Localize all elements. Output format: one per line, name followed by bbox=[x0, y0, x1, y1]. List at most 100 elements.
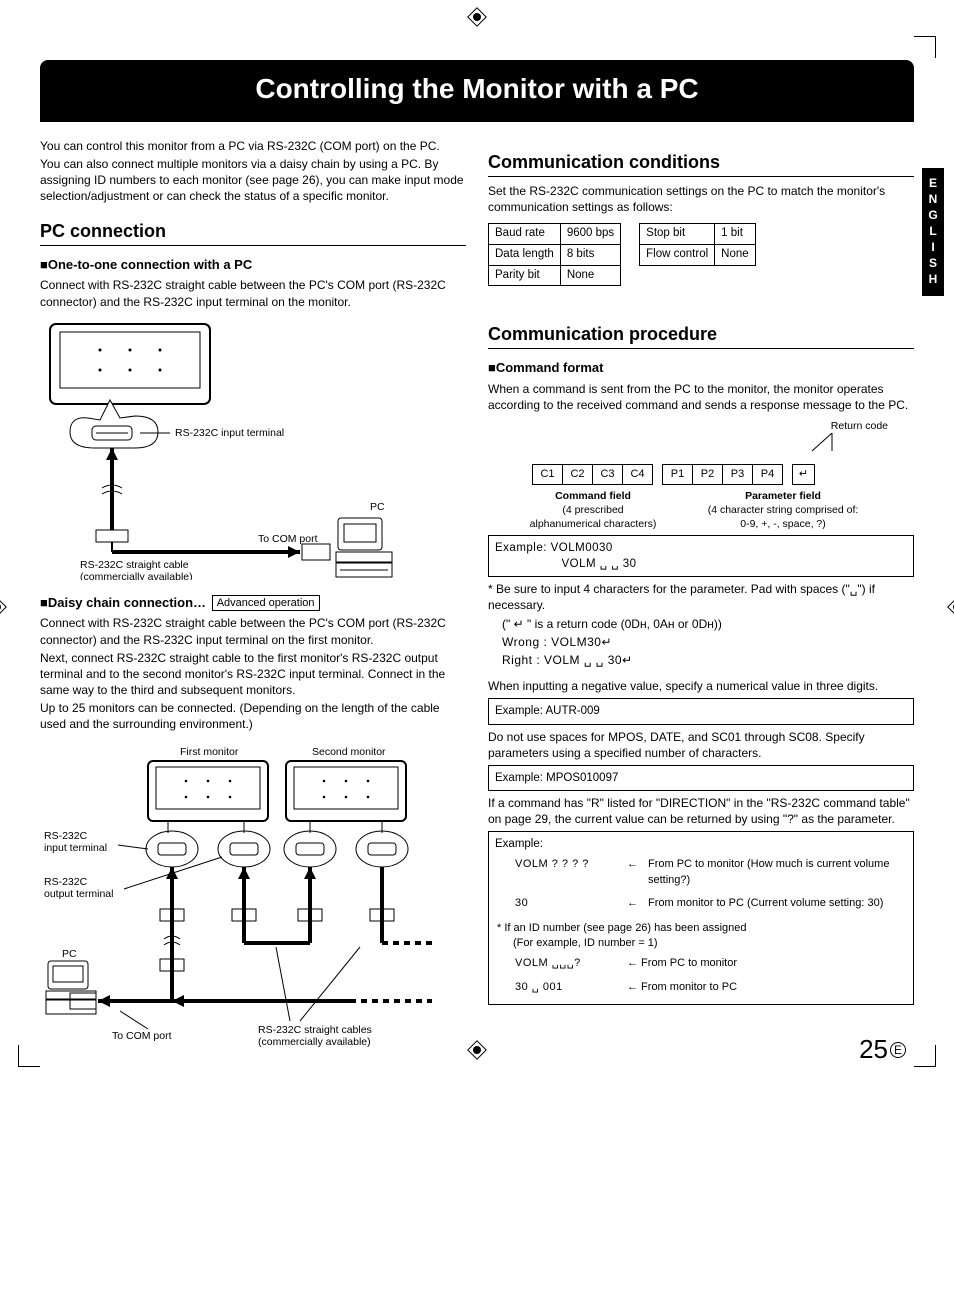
one-to-one-heading: ■One-to-one connection with a PC bbox=[40, 256, 466, 274]
returncode-note: (" ↵ " is a return code (0Dʜ, 0Aʜ or 0Dʜ… bbox=[488, 616, 914, 632]
table-cell: None bbox=[715, 244, 756, 265]
resp-cmd: VOLM ␣␣␣? bbox=[511, 953, 621, 974]
command-field-label: Command field (4 prescribed alphanumeric… bbox=[508, 489, 678, 532]
example-volm0030: Example: VOLM0030 VOLM ␣ ␣ 30 bbox=[488, 535, 914, 577]
daisy-heading-text: ■Daisy chain connection… bbox=[40, 595, 206, 610]
id-note: * If an ID number (see page 26) has been… bbox=[495, 921, 907, 936]
page-number-value: 25 bbox=[859, 1034, 888, 1064]
example-query: Example: VOLM ? ? ? ? ← From PC to monit… bbox=[488, 831, 914, 1005]
resp-cmd: VOLM ? ? ? ? bbox=[511, 854, 621, 891]
param-cell: P1 bbox=[663, 464, 693, 484]
comm-table-right: Stop bit1 bit Flow controlNone bbox=[639, 223, 756, 265]
svg-text:To COM port: To COM port bbox=[258, 533, 318, 545]
content-columns: You can control this monitor from a PC v… bbox=[40, 136, 914, 1077]
return-code-label: Return code bbox=[488, 419, 914, 433]
id-note-2: (For example, ID number = 1) bbox=[495, 936, 907, 951]
negative-value-note: When inputting a negative value, specify… bbox=[488, 678, 914, 694]
right-example: Right : VOLM ␣ ␣ 30↵ bbox=[488, 652, 914, 668]
table-cell: Parity bit bbox=[489, 265, 561, 286]
no-spaces-note: Do not use spaces for MPOS, DATE, and SC… bbox=[488, 729, 914, 761]
parameter-field-title: Parameter field bbox=[745, 490, 821, 502]
table-cell: 9600 bps bbox=[560, 224, 620, 245]
example-autr: Example: AUTR-009 bbox=[488, 698, 914, 724]
table-cell: None bbox=[560, 265, 620, 286]
comm-settings-tables: Baud rate9600 bps Data length8 bits Pari… bbox=[488, 219, 914, 286]
param-cell: P3 bbox=[723, 464, 753, 484]
advanced-operation-badge: Advanced operation bbox=[212, 595, 320, 611]
arrow-icon: ← bbox=[623, 893, 642, 914]
parameter-field-sub2: 0-9, +, -, space, ?) bbox=[740, 518, 826, 530]
table-cell: Data length bbox=[489, 244, 561, 265]
daisy-chain-diagram: First monitor Second monitor bbox=[40, 743, 466, 1063]
svg-text:Second monitor: Second monitor bbox=[312, 746, 386, 758]
param-cell: P2 bbox=[693, 464, 723, 484]
pad-note: * Be sure to input 4 characters for the … bbox=[488, 581, 914, 613]
svg-text:input terminal: input terminal bbox=[44, 842, 107, 854]
registration-mark-icon bbox=[470, 10, 484, 28]
example-line: VOLM ␣ ␣ 30 bbox=[495, 556, 907, 572]
response-rows-2: VOLM ␣␣␣? ← From PC to monitor 30 ␣ 001 … bbox=[509, 951, 901, 1000]
parameter-field-sub1: (4 character string comprised of: bbox=[708, 504, 859, 516]
svg-text:RS-232C: RS-232C bbox=[44, 876, 88, 888]
left-column: You can control this monitor from a PC v… bbox=[40, 136, 466, 1077]
comm-procedure-heading: Communication procedure bbox=[488, 322, 914, 349]
comm-table-left: Baud rate9600 bps Data length8 bits Pari… bbox=[488, 223, 621, 286]
example-line: Example: VOLM0030 bbox=[495, 540, 907, 556]
table-cell: Baud rate bbox=[489, 224, 561, 245]
arrow-icon: ← bbox=[623, 854, 642, 891]
svg-text:RS-232C: RS-232C bbox=[44, 830, 88, 842]
svg-text:(commercially available): (commercially available) bbox=[80, 571, 193, 580]
example-title: Example: bbox=[495, 836, 907, 852]
cmd-cell: C4 bbox=[623, 464, 653, 484]
command-field-sub1: (4 prescribed bbox=[562, 504, 623, 516]
svg-text:output terminal: output terminal bbox=[44, 888, 113, 900]
daisy-p3: Up to 25 monitors can be connected. (Dep… bbox=[40, 700, 466, 732]
language-tab: ENGLISH bbox=[922, 168, 944, 296]
page-title: Controlling the Monitor with a PC bbox=[40, 60, 914, 122]
parameter-field-label: Parameter field (4 character string comp… bbox=[688, 489, 878, 532]
svg-text:RS-232C straight cables: RS-232C straight cables bbox=[258, 1024, 372, 1036]
example-mpos: Example: MPOS010097 bbox=[488, 765, 914, 791]
page-number: 25E bbox=[859, 1032, 906, 1067]
svg-text:PC: PC bbox=[370, 501, 385, 513]
registration-mark-icon bbox=[470, 1043, 484, 1061]
resp-desc: From PC to monitor (How much is current … bbox=[644, 854, 899, 891]
registration-mark-icon bbox=[950, 600, 954, 618]
table-cell: 1 bit bbox=[715, 224, 756, 245]
one-to-one-body: Connect with RS-232C straight cable betw… bbox=[40, 277, 466, 309]
command-format-heading: ■Command format bbox=[488, 359, 914, 377]
svg-text:(commercially available): (commercially available) bbox=[258, 1036, 371, 1048]
crop-mark-icon bbox=[914, 1045, 936, 1067]
svg-text:To COM port: To COM port bbox=[112, 1030, 172, 1042]
resp-cmd: 30 bbox=[511, 893, 621, 914]
right-column: Communication conditions Set the RS-232C… bbox=[488, 136, 914, 1009]
crop-mark-icon bbox=[18, 1045, 40, 1067]
wrong-example: Wrong : VOLM30↵ bbox=[488, 634, 914, 650]
command-structure-diagram: C1 C2 C3 C4 P1 P2 P3 P4 ↵ Command field … bbox=[488, 433, 914, 531]
response-rows: VOLM ? ? ? ? ← From PC to monitor (How m… bbox=[509, 852, 901, 916]
crop-mark-icon bbox=[914, 36, 936, 58]
svg-text:First monitor: First monitor bbox=[180, 746, 239, 758]
r-direction-note: If a command has "R" listed for "DIRECTI… bbox=[488, 795, 914, 827]
cmd-cell: C1 bbox=[533, 464, 563, 484]
cmd-cell: C3 bbox=[593, 464, 623, 484]
comm-conditions-heading: Communication conditions bbox=[488, 150, 914, 177]
svg-text:RS-232C input terminal: RS-232C input terminal bbox=[175, 427, 284, 439]
table-cell: Stop bit bbox=[640, 224, 715, 245]
command-format-body: When a command is sent from the PC to th… bbox=[488, 381, 914, 413]
table-cell: 8 bits bbox=[560, 244, 620, 265]
command-field-sub2: alphanumerical characters) bbox=[530, 518, 657, 530]
page-number-suffix: E bbox=[890, 1042, 906, 1058]
resp-cmd: 30 ␣ 001 bbox=[511, 977, 621, 998]
table-cell: Flow control bbox=[640, 244, 715, 265]
param-cell: P4 bbox=[753, 464, 783, 484]
daisy-heading: ■Daisy chain connection… Advanced operat… bbox=[40, 594, 466, 612]
return-code-cell: ↵ bbox=[793, 464, 815, 484]
intro-p2: You can also connect multiple monitors v… bbox=[40, 156, 466, 205]
pc-connection-heading: PC connection bbox=[40, 219, 466, 246]
registration-mark-icon bbox=[0, 600, 4, 618]
resp-desc: ← From PC to monitor bbox=[623, 953, 899, 974]
svg-text:PC: PC bbox=[62, 948, 77, 960]
cmd-cell: C2 bbox=[563, 464, 593, 484]
resp-desc: From monitor to PC (Current volume setti… bbox=[644, 893, 899, 914]
